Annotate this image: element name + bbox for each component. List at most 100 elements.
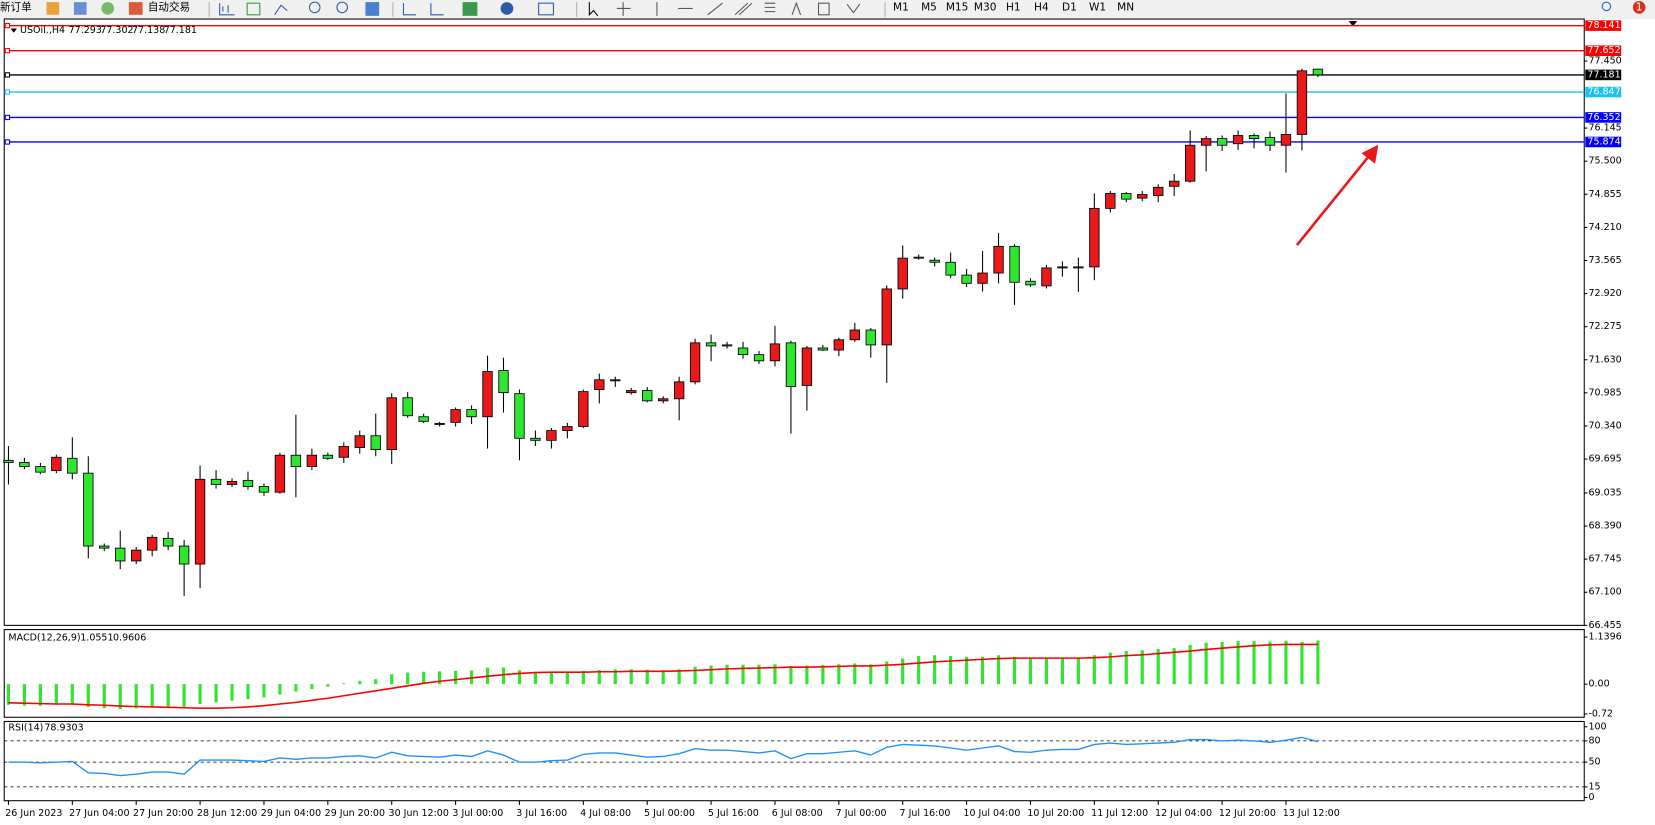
toolbar-icon[interactable] <box>462 2 478 16</box>
toolbar-icon[interactable] <box>430 3 444 16</box>
toolbar-icon[interactable] <box>538 2 554 16</box>
auto-trading-icon[interactable] <box>128 2 143 15</box>
macd-bar <box>54 684 58 705</box>
y-tick-label: 15 <box>1588 781 1600 792</box>
timeframe-button[interactable]: M1 <box>893 1 909 13</box>
timeframe-button[interactable]: M5 <box>921 1 937 13</box>
y-tick-label: 77.450 <box>1588 56 1621 67</box>
crosshair-tool[interactable] <box>616 2 631 16</box>
badge-count: 1 <box>1636 1 1643 13</box>
candle-body <box>1089 207 1100 268</box>
channel-tool[interactable] <box>734 2 753 16</box>
toolbar-icon[interactable] <box>46 2 60 15</box>
zoom-in[interactable] <box>308 1 321 14</box>
level-label-box <box>1585 45 1622 57</box>
text-tool[interactable] <box>791 1 802 15</box>
x-tick-label: 7 Jul 16:00 <box>900 808 951 819</box>
macd-bar <box>821 665 825 685</box>
timeframe-button[interactable]: H4 <box>1034 1 1049 13</box>
y-tick-label: 70.985 <box>1588 387 1621 398</box>
candle-body <box>1248 135 1260 140</box>
macd-bar <box>6 684 11 705</box>
candle-body <box>1184 144 1196 182</box>
macd-bar <box>1188 644 1192 685</box>
x-tick-label: 29 Jun 04:00 <box>261 808 321 819</box>
arrow-tool[interactable] <box>846 3 861 14</box>
y-tick-label: 80 <box>1588 735 1600 746</box>
candle-body <box>945 261 956 276</box>
toolbar-icon[interactable] <box>219 3 235 16</box>
timeframe-button[interactable]: M30 <box>974 1 997 13</box>
timeframe-button[interactable]: MN <box>1117 1 1134 13</box>
timeframe-button[interactable]: M15 <box>946 1 969 13</box>
timeframe-button[interactable]: W1 <box>1089 1 1106 13</box>
macd-bar <box>198 684 202 705</box>
candle-body <box>594 379 605 390</box>
toolbar-icon[interactable] <box>73 2 87 15</box>
toolbar-icon[interactable] <box>246 2 261 16</box>
candle-body <box>865 329 876 346</box>
new-order-button[interactable]: 新订单 <box>0 0 32 13</box>
x-tick-label: 27 Jun 04:00 <box>69 808 129 819</box>
macd-bar <box>102 684 106 709</box>
timeframe-button[interactable]: H1 <box>1006 1 1021 13</box>
macd-bar <box>645 669 649 685</box>
search[interactable] <box>1601 1 1612 12</box>
y-tick-label: 67.745 <box>1588 554 1621 565</box>
macd-bar <box>1028 657 1033 685</box>
toolbar-group: 新订单 自动交易 M1 M5 M15 M30 H1 H4 D1 W1 MN 1 <box>0 0 1646 17</box>
macd-bar <box>1060 657 1064 685</box>
label-tool[interactable] <box>817 2 830 16</box>
macd-bar <box>38 684 42 706</box>
macd-bar <box>996 655 1001 685</box>
x-tick-label: 11 Jul 12:00 <box>1091 808 1148 819</box>
toolbar-icon[interactable] <box>402 3 417 16</box>
level-anchor <box>4 48 11 54</box>
level-label: 75.874 <box>1587 136 1620 147</box>
candle-body <box>178 545 190 565</box>
candle-body <box>546 430 557 441</box>
x-tick-label: 10 Jul 20:00 <box>1027 808 1084 819</box>
macd-bar <box>22 684 27 706</box>
x-tick-label: 3 Jul 16:00 <box>516 808 567 819</box>
trendline-tool[interactable] <box>707 2 723 16</box>
macd-bar <box>182 684 186 707</box>
y-tick-label: 1.1396 <box>1588 632 1621 643</box>
macd-bar <box>230 684 234 701</box>
x-tick-label: 4 Jul 08:00 <box>580 808 631 819</box>
macd-bar <box>1124 651 1128 685</box>
zoom-out[interactable] <box>336 1 349 14</box>
notification-badge[interactable] <box>1632 1 1646 14</box>
macd-bar <box>214 684 218 703</box>
timeframe-button[interactable]: D1 <box>1062 1 1077 13</box>
toolbar-icon[interactable] <box>101 2 115 15</box>
macd-bar <box>789 665 793 685</box>
macd-bar <box>1284 640 1288 685</box>
macd-bar <box>406 672 410 685</box>
rsi-line <box>8 736 1319 777</box>
macd-bar <box>597 670 601 685</box>
y-tick-label: 75.500 <box>1588 156 1621 167</box>
level-label-box <box>1585 136 1622 148</box>
candle-body <box>99 545 110 549</box>
y-tick-label: 74.855 <box>1588 189 1621 200</box>
toolbar-icon[interactable] <box>500 2 514 15</box>
timeframes: M1 M5 M15 M30 H1 H4 D1 W1 MN <box>893 1 1134 13</box>
toolbar-icon[interactable] <box>274 4 288 16</box>
candle-body <box>785 342 797 387</box>
y-tick-label: 72.275 <box>1588 321 1621 332</box>
fibo-tool[interactable] <box>764 2 776 13</box>
auto-trading-button[interactable]: 自动交易 <box>148 0 190 13</box>
candle-body <box>721 344 733 347</box>
toolbar-icon[interactable] <box>365 2 380 16</box>
indicator-title: MACD(12,26,9) <box>8 633 80 644</box>
cursor-tool[interactable] <box>588 2 599 17</box>
macd-bar <box>1220 641 1224 685</box>
macd-bar <box>1076 658 1080 685</box>
macd-bar <box>326 684 330 687</box>
x-tick-label: 6 Jul 08:00 <box>772 808 823 819</box>
candle-body <box>418 416 429 422</box>
candle-body <box>562 426 573 432</box>
